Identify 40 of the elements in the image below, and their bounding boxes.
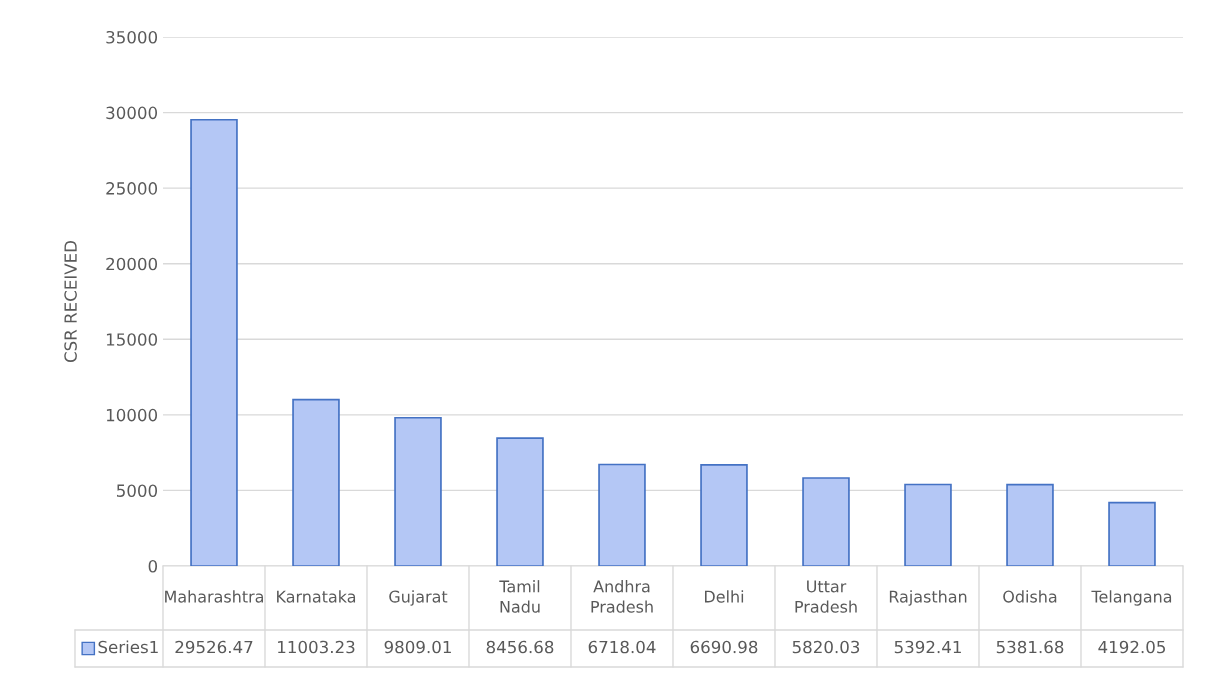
bar [700, 464, 748, 566]
x-tick-label: Tamil Nadu [499, 580, 540, 613]
data-label: 4192.05 [1098, 640, 1165, 654]
y-tick-label: 10000 [106, 408, 158, 422]
y-tick-label: 0 [148, 559, 158, 573]
y-tick-label: 15000 [106, 333, 158, 346]
data-label: 5820.03 [792, 640, 860, 654]
x-tick-label: Uttar Pradesh [795, 580, 857, 613]
bar [598, 463, 646, 566]
legend-label: Series1 [98, 640, 158, 654]
x-tick-label: Karnataka [277, 590, 356, 603]
data-label: 5381.68 [996, 640, 1064, 654]
bar [496, 437, 544, 566]
data-label: 9809.01 [384, 640, 451, 654]
y-tick-label: 30000 [106, 106, 158, 120]
x-tick-label: Odisha [1003, 590, 1057, 603]
bar [292, 398, 340, 566]
bar [394, 416, 442, 566]
x-tick-label: Maharashtra [165, 590, 263, 603]
x-tick-label: Gujarat [389, 590, 448, 606]
data-label: 11003.23 [278, 640, 355, 654]
data-label: 5392.41 [894, 640, 961, 654]
y-tick-label: 5000 [117, 484, 158, 497]
x-tick-label: Telangana [1091, 590, 1172, 606]
x-tick-label: Rajasthan [889, 590, 967, 606]
bar [1006, 483, 1054, 566]
bar [1108, 501, 1156, 566]
bar [802, 477, 850, 566]
data-label: 8456.68 [486, 640, 554, 654]
bar [190, 118, 238, 566]
data-label: 6690.98 [690, 640, 758, 654]
data-label: 29526.47 [175, 640, 253, 654]
y-axis-title: CSR RECEIVED [64, 240, 77, 363]
x-tick-label: Delhi [705, 590, 744, 603]
data-label: 6718.04 [588, 640, 656, 654]
y-tick-label: 20000 [106, 257, 158, 271]
x-tick-label: Andhra Pradesh [591, 580, 653, 613]
y-tick-label: 35000 [106, 30, 158, 44]
y-tick-label: 25000 [106, 182, 158, 195]
bar [904, 483, 952, 566]
